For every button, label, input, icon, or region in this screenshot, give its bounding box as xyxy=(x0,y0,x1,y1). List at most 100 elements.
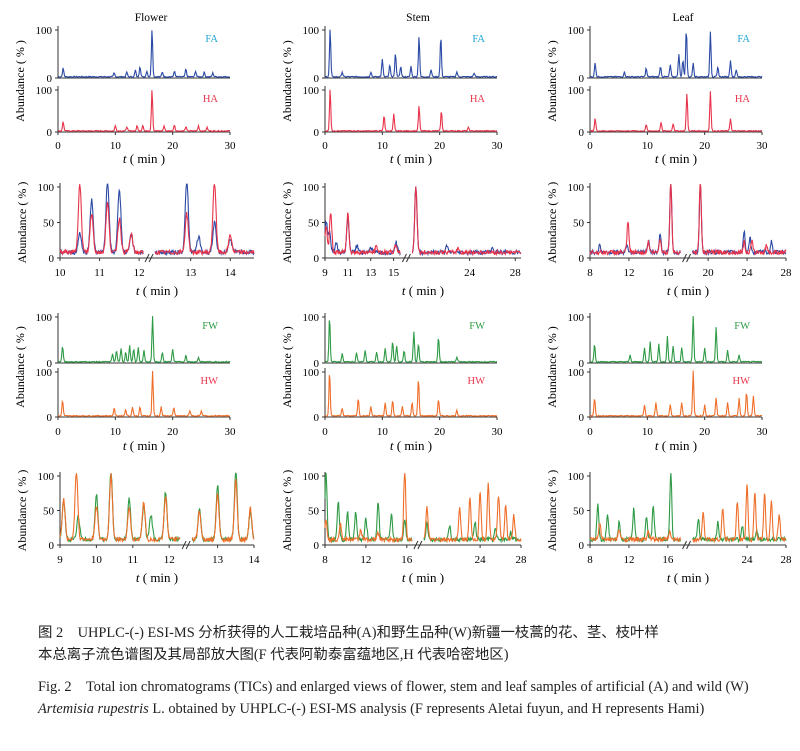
x-tick-label: 14 xyxy=(225,267,237,279)
series-HW xyxy=(589,370,762,418)
x-tick-label: 20 xyxy=(434,426,446,438)
x-tick-label: 9 xyxy=(322,267,328,279)
x-tick-label: 12 xyxy=(360,554,371,566)
x-tick-label: 16 xyxy=(662,554,674,566)
series-HA xyxy=(57,90,231,133)
x-tick-label: 12 xyxy=(623,554,634,566)
y-tick-label: 100 xyxy=(38,471,55,483)
x-tick-label: 20 xyxy=(167,426,179,438)
x-tick-label: 0 xyxy=(587,140,593,152)
series-FW xyxy=(57,316,231,364)
x-axis-label-unit: ( min ) xyxy=(126,438,165,453)
x-tick-label: 20 xyxy=(167,140,179,152)
x-axis-label-t: t xyxy=(136,570,140,585)
x-tick-label: 0 xyxy=(322,426,328,438)
x-tick-label: 10 xyxy=(110,140,122,152)
axis-break-mark xyxy=(181,540,187,550)
x-axis-label: t ( min ) xyxy=(390,151,432,166)
series-FW-segment xyxy=(589,473,682,543)
series-FW-segment xyxy=(692,519,787,544)
axis-break-mark xyxy=(686,540,691,550)
x-tick-label: 10 xyxy=(91,554,103,566)
y-axis-label: Abundance ( % ) xyxy=(545,470,559,552)
x-tick-label: 11 xyxy=(94,267,105,279)
series-label-HW: HW xyxy=(468,376,486,387)
y-tick-label: 50 xyxy=(43,218,55,230)
axis-break-mark xyxy=(682,253,687,263)
series-HA-segment xyxy=(691,184,787,256)
figure-caption-chinese: 图 2 UHPLC-(-) ESI-MS 分析获得的人工栽培品种(A)和野生品种… xyxy=(38,622,773,666)
x-tick-label: 24 xyxy=(475,554,487,566)
x-tick-label: 0 xyxy=(587,426,593,438)
axis-break-mark xyxy=(148,253,154,263)
x-axis-label-unit: ( min ) xyxy=(670,570,709,585)
series-HA-segment xyxy=(59,184,144,256)
caption-cn-line-2: 本总离子流色谱图及其局部放大图(F 代表阿勒泰富蕴地区,H 代表哈密地区) xyxy=(38,647,509,663)
y-tick-label: 0 xyxy=(579,412,585,424)
y-axis-label: Abundance ( % ) xyxy=(545,40,559,122)
series-FA xyxy=(589,31,763,79)
x-axis-label: t ( min ) xyxy=(655,151,697,166)
series-FA xyxy=(57,30,231,79)
x-tick-label: 11 xyxy=(128,554,139,566)
x-tick-label: 20 xyxy=(703,267,715,279)
y-tick-label: 0 xyxy=(49,540,55,552)
series-FW xyxy=(589,315,763,364)
x-tick-label: 28 xyxy=(516,554,528,566)
x-axis-label-t: t xyxy=(136,283,140,298)
axis-break-mark xyxy=(401,253,407,263)
x-tick-label: 10 xyxy=(377,140,389,152)
x-tick-label: 30 xyxy=(757,140,769,152)
y-tick-label: 0 xyxy=(314,127,320,139)
x-axis-label-t: t xyxy=(123,438,127,453)
y-tick-label: 0 xyxy=(314,73,320,85)
series-label-FW: FW xyxy=(734,321,750,332)
series-HA-segment xyxy=(589,184,682,257)
x-tick-label: 0 xyxy=(322,140,328,152)
y-tick-label: 100 xyxy=(568,367,585,379)
x-axis-label-t: t xyxy=(390,438,394,453)
x-tick-label: 8 xyxy=(587,554,593,566)
x-tick-label: 16 xyxy=(662,267,674,279)
y-tick-label: 100 xyxy=(568,471,585,483)
x-tick-label: 28 xyxy=(781,554,793,566)
y-tick-label: 0 xyxy=(314,358,320,370)
x-axis-label: t ( min ) xyxy=(136,570,178,585)
x-tick-label: 10 xyxy=(642,140,654,152)
series-HA-segment xyxy=(154,184,255,257)
x-axis-label: t ( min ) xyxy=(667,570,709,585)
y-axis-label: Abundance ( % ) xyxy=(15,182,29,264)
x-axis-label: t ( min ) xyxy=(123,438,165,453)
x-axis-label: t ( min ) xyxy=(667,283,709,298)
x-tick-label: 10 xyxy=(377,426,389,438)
y-tick-label: 0 xyxy=(47,73,53,85)
y-axis-label: Abundance ( % ) xyxy=(15,470,29,552)
x-axis-label-t: t xyxy=(667,283,671,298)
x-axis-label-t: t xyxy=(667,570,671,585)
x-tick-label: 13 xyxy=(365,267,377,279)
series-label-FW: FW xyxy=(202,321,218,332)
figure-caption-english: Fig. 2 Total ion chromatograms (TICs) an… xyxy=(38,676,773,720)
y-tick-label: 0 xyxy=(579,540,585,552)
x-tick-label: 28 xyxy=(781,267,793,279)
series-FA-segment xyxy=(411,186,522,257)
x-tick-label: 24 xyxy=(742,267,754,279)
x-tick-label: 20 xyxy=(434,140,446,152)
series-label-FA: FA xyxy=(205,34,218,45)
y-axis-label: Abundance ( % ) xyxy=(545,326,559,408)
series-HW-segment xyxy=(692,484,787,544)
axis-break-mark xyxy=(405,253,411,263)
y-tick-label: 100 xyxy=(303,85,320,97)
y-tick-label: 50 xyxy=(308,218,320,230)
series-FA xyxy=(324,29,498,79)
y-axis-label: Abundance ( % ) xyxy=(280,470,294,552)
x-tick-label: 10 xyxy=(110,426,122,438)
x-axis-label: t ( min ) xyxy=(136,283,178,298)
y-tick-label: 100 xyxy=(568,312,585,324)
y-tick-label: 0 xyxy=(314,412,320,424)
y-tick-label: 100 xyxy=(36,312,53,324)
caption-en-species: Artemisia rupestris xyxy=(38,701,149,717)
x-axis-label-unit: ( min ) xyxy=(405,283,444,298)
y-tick-label: 100 xyxy=(303,471,320,483)
